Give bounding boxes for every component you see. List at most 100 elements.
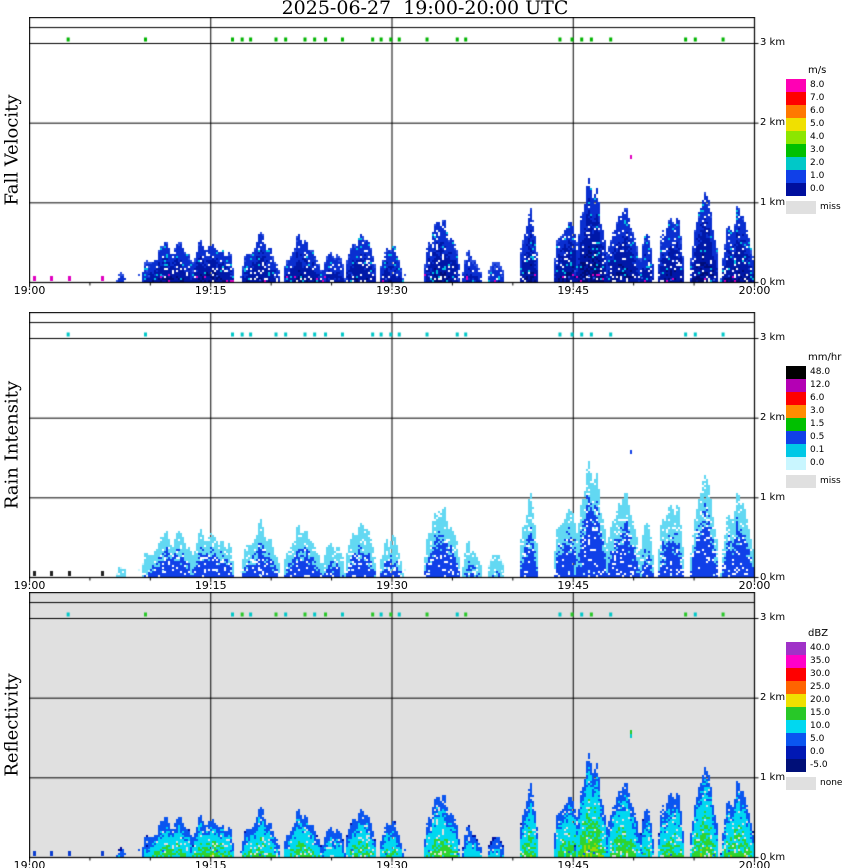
chart-title: 2025-06-27 19:00-20:00 UTC bbox=[281, 0, 569, 19]
legend-value-label: 3.0 bbox=[810, 145, 825, 155]
legend-value-label: -5.0 bbox=[810, 760, 828, 770]
legend-color-swatch bbox=[786, 707, 806, 720]
legend-entry: 1.0 bbox=[786, 170, 850, 183]
legend-entry: 40.0 bbox=[786, 642, 850, 655]
legend-value-label: 0.1 bbox=[810, 445, 825, 455]
x-tick-label: 20:00 bbox=[738, 284, 771, 297]
legend-color-swatch bbox=[786, 92, 806, 105]
legend-value-label: 40.0 bbox=[810, 643, 831, 653]
legend-value-label: 5.0 bbox=[810, 119, 825, 129]
legend-value-label: 25.0 bbox=[810, 682, 831, 692]
legend-entry: 0.0 bbox=[786, 746, 850, 759]
legend-value-label: 1.0 bbox=[810, 171, 825, 181]
legend-entry: 0.5 bbox=[786, 431, 850, 444]
height-tick-label: 1 km bbox=[760, 771, 786, 783]
reflectivity-heatmap bbox=[29, 592, 762, 864]
legend-color-swatch bbox=[786, 444, 806, 457]
legend-entry: 6.0 bbox=[786, 392, 850, 405]
legend-unit-label: mm/hr bbox=[808, 352, 842, 363]
legend-color-swatch bbox=[786, 183, 806, 196]
legend-value-label: 12.0 bbox=[810, 380, 831, 390]
legend-entry: 20.0 bbox=[786, 694, 850, 707]
panel-rain-intensity: Rain Intensity 0 km 1 km 2 km 3 km 19:00 19:… bbox=[0, 312, 850, 594]
legend-value-label: 2.0 bbox=[810, 158, 825, 168]
legend-value-label: 0.0 bbox=[810, 458, 825, 468]
legend-color-swatch bbox=[786, 431, 806, 444]
height-tick-label: 2 km bbox=[760, 692, 786, 704]
height-tick-label: 2 km bbox=[760, 117, 786, 129]
legend-color-swatch bbox=[786, 733, 806, 746]
legend-color-swatch bbox=[786, 746, 806, 759]
rain-intensity-heatmap bbox=[29, 312, 762, 584]
y-axis-title-fall-velocity: Fall Velocity bbox=[1, 94, 23, 206]
legend-value-label: 6.0 bbox=[810, 106, 825, 116]
height-tick-label: 3 km bbox=[760, 37, 786, 49]
x-tick-label: 19:45 bbox=[557, 579, 590, 592]
legend-entry: 8.0 bbox=[786, 79, 850, 92]
legend-entry: 3.0 bbox=[786, 144, 850, 157]
panel-reflectivity: Reflectivity 0 km 1 km 2 km 3 km 19:00 19:15… bbox=[0, 592, 850, 868]
y-axis-title-reflectivity: Reflectivity bbox=[1, 673, 23, 777]
legend-missing-swatch bbox=[786, 475, 816, 488]
legend-missing-entry: none bbox=[786, 777, 850, 790]
x-tick-label: 19:45 bbox=[557, 284, 590, 297]
legend-color-swatch bbox=[786, 405, 806, 418]
legend-entry: 3.0 bbox=[786, 405, 850, 418]
height-tick-label: 0 km bbox=[760, 276, 786, 288]
legend-value-label: 15.0 bbox=[810, 708, 831, 718]
legend-color-swatch bbox=[786, 392, 806, 405]
fall-velocity-heatmap bbox=[29, 17, 762, 289]
legend-unit-label: m/s bbox=[808, 65, 827, 76]
height-tick-label: 0 km bbox=[760, 851, 786, 863]
legend-value-label: 35.0 bbox=[810, 656, 831, 666]
legend-entry: 0.0 bbox=[786, 457, 850, 470]
x-tick-label: 20:00 bbox=[738, 579, 771, 592]
legend-color-swatch bbox=[786, 118, 806, 131]
x-tick-label: 19:00 bbox=[13, 579, 46, 592]
legend-value-label: 1.5 bbox=[810, 419, 825, 429]
legend-color-swatch bbox=[786, 418, 806, 431]
x-tick-label: 19:45 bbox=[557, 859, 590, 868]
legend-value-label: 0.0 bbox=[810, 747, 825, 757]
legend-missing-label: miss bbox=[820, 202, 841, 212]
legend-value-label: 5.0 bbox=[810, 734, 825, 744]
legend-color-swatch bbox=[786, 170, 806, 183]
legend-entry: 10.0 bbox=[786, 720, 850, 733]
legend-color-swatch bbox=[786, 759, 806, 772]
legend-entry: 0.1 bbox=[786, 444, 850, 457]
legend-color-swatch bbox=[786, 79, 806, 92]
legend-value-label: 0.0 bbox=[810, 184, 825, 194]
rain-intensity-colorbar: mm/hr 48.0 12.0 6.0 3.0 1.5 0.5 0.1 0.0 miss bbox=[786, 352, 850, 488]
legend-missing-label: none bbox=[820, 778, 843, 788]
legend-entry: 4.0 bbox=[786, 131, 850, 144]
x-tick-label: 19:30 bbox=[376, 859, 408, 868]
x-tick-label: 19:15 bbox=[194, 284, 227, 297]
legend-value-label: 3.0 bbox=[810, 406, 825, 416]
legend-value-label: 0.5 bbox=[810, 432, 825, 442]
height-tick-label: 3 km bbox=[760, 612, 786, 624]
legend-color-swatch bbox=[786, 642, 806, 655]
legend-color-swatch bbox=[786, 157, 806, 170]
x-tick-label: 19:00 bbox=[13, 284, 46, 297]
legend-missing-entry: miss bbox=[786, 475, 850, 488]
legend-entries: 48.0 12.0 6.0 3.0 1.5 0.5 0.1 0.0 miss bbox=[786, 366, 850, 488]
panel-fall-velocity: Fall Velocity 0 km 1 km 2 km 3 km 19:00 19:1… bbox=[0, 17, 850, 299]
legend-value-label: 6.0 bbox=[810, 393, 825, 403]
x-tick-label: 19:30 bbox=[376, 579, 408, 592]
height-tick-label: 0 km bbox=[760, 571, 786, 583]
legend-entry: 2.0 bbox=[786, 157, 850, 170]
legend-value-label: 7.0 bbox=[810, 93, 825, 103]
legend-missing-swatch bbox=[786, 201, 816, 214]
legend-value-label: 10.0 bbox=[810, 721, 831, 731]
legend-color-swatch bbox=[786, 668, 806, 681]
legend-entry: 12.0 bbox=[786, 379, 850, 392]
height-tick-label: 1 km bbox=[760, 491, 786, 503]
fall-velocity-colorbar: m/s 8.0 7.0 6.0 5.0 4.0 3.0 2.0 1.0 0.0 miss bbox=[786, 65, 850, 214]
legend-color-swatch bbox=[786, 720, 806, 733]
reflectivity-colorbar: dBZ 40.0 35.0 30.0 25.0 20.0 15.0 10.0 5.0 0.0 -5… bbox=[786, 628, 850, 790]
legend-color-swatch bbox=[786, 144, 806, 157]
legend-entry: 5.0 bbox=[786, 118, 850, 131]
x-tick-label: 19:15 bbox=[194, 579, 227, 592]
legend-entry: 30.0 bbox=[786, 668, 850, 681]
